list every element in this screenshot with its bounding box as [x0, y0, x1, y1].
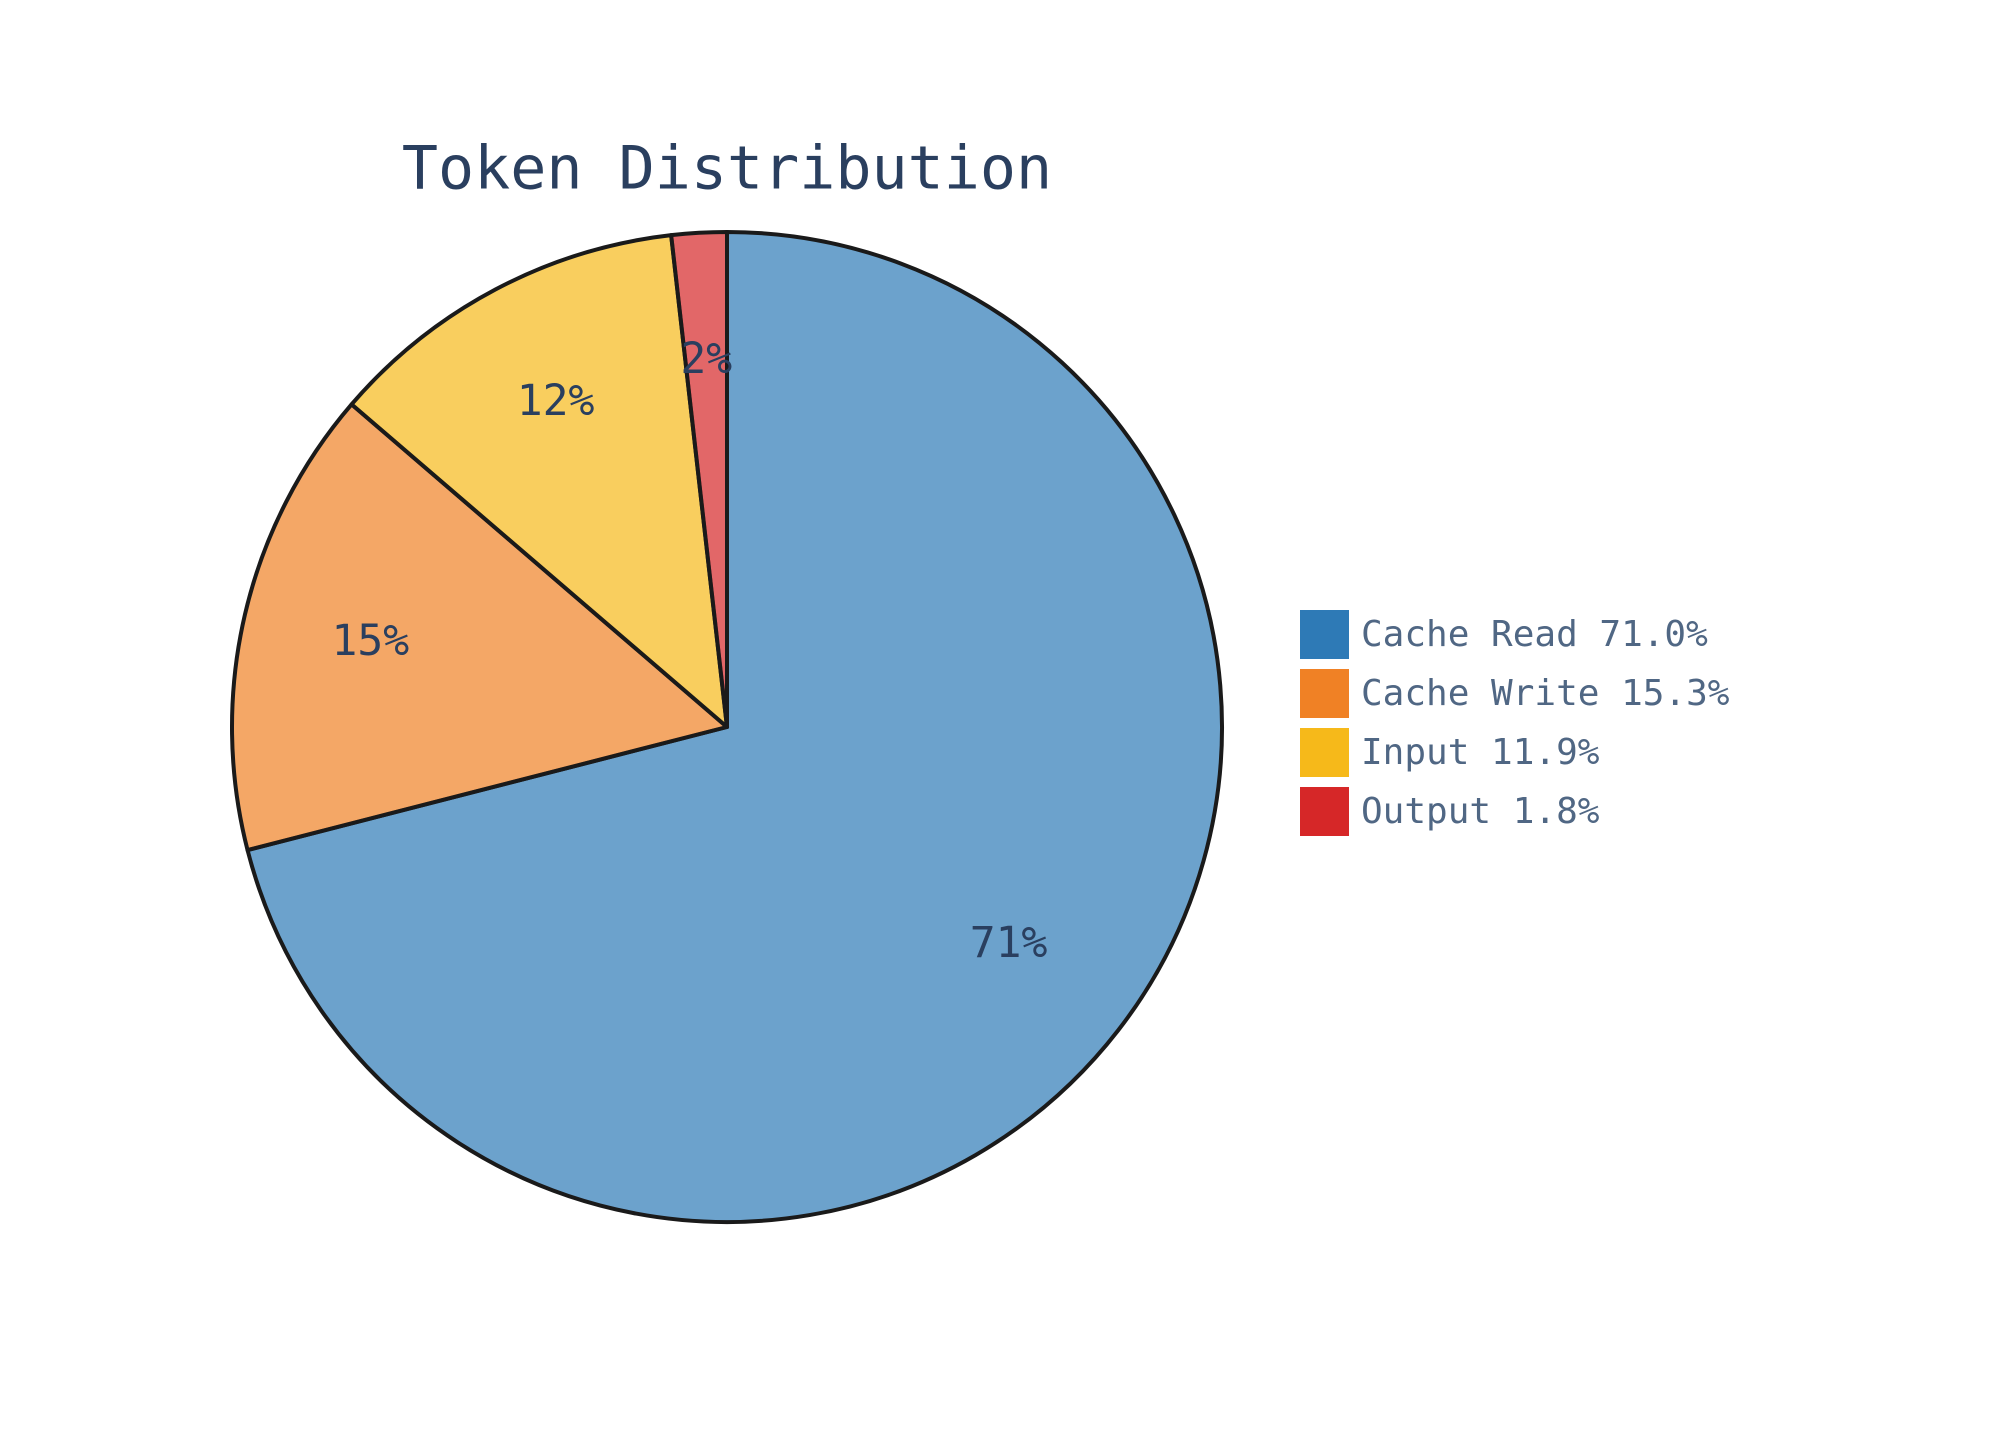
pie-slice — [245, 230, 1224, 1224]
legend-label: Cache Read 71.0% — [1361, 614, 1708, 655]
legend-label: Input 11.9% — [1361, 732, 1600, 773]
legend-swatch — [1300, 728, 1349, 777]
pie-slice — [230, 402, 729, 853]
pie-slice — [349, 233, 729, 729]
legend-label: Cache Write 15.3% — [1361, 673, 1730, 714]
legend-swatch — [1300, 610, 1349, 659]
slice-label: 2% — [680, 334, 732, 384]
chart-title: Token Distribution — [402, 134, 1052, 204]
legend-swatch — [1300, 669, 1349, 718]
legend-label: Output 1.8% — [1361, 791, 1600, 832]
slice-label: 12% — [517, 376, 595, 426]
legend-swatch — [1300, 787, 1349, 836]
pie-slice — [669, 230, 729, 729]
slice-label: 71% — [970, 918, 1048, 968]
slice-label: 15% — [331, 616, 409, 666]
